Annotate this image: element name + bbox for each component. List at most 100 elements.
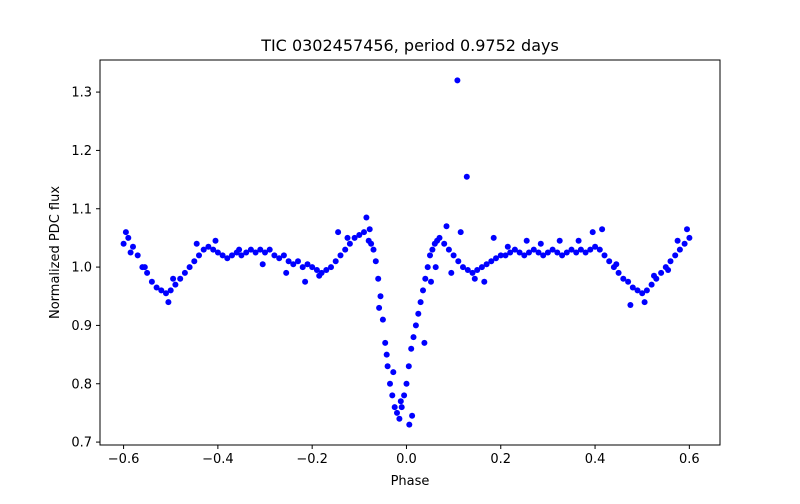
data-point xyxy=(377,293,384,300)
data-point xyxy=(410,334,417,341)
data-point xyxy=(127,249,134,256)
x-tick-label: 0.4 xyxy=(585,452,606,467)
data-point xyxy=(366,226,373,233)
data-point xyxy=(606,258,613,265)
data-point xyxy=(420,287,426,294)
data-point xyxy=(681,240,688,247)
data-point xyxy=(478,264,485,271)
data-point xyxy=(376,304,383,311)
data-point xyxy=(544,249,551,256)
data-point xyxy=(568,246,575,253)
data-point xyxy=(165,299,172,306)
data-point xyxy=(387,380,393,387)
data-point xyxy=(428,278,434,285)
data-point xyxy=(214,249,221,256)
data-point xyxy=(375,275,382,282)
data-point xyxy=(337,252,344,259)
data-point xyxy=(457,229,464,236)
data-point xyxy=(408,345,415,352)
y-tick-label: 0.8 xyxy=(71,377,92,392)
data-point xyxy=(125,234,132,241)
data-point xyxy=(469,269,476,276)
data-point xyxy=(674,237,681,244)
data-point xyxy=(424,264,431,271)
data-point xyxy=(335,229,342,236)
data-point xyxy=(421,339,428,346)
plot-frame xyxy=(99,59,721,446)
data-point xyxy=(361,229,367,236)
data-point xyxy=(363,214,370,221)
data-point xyxy=(436,234,443,241)
data-point xyxy=(587,246,594,253)
data-point xyxy=(613,261,620,268)
data-point xyxy=(181,269,188,276)
data-point xyxy=(516,249,523,256)
data-point xyxy=(559,252,566,259)
data-point xyxy=(384,363,391,370)
data-point xyxy=(144,269,151,276)
y-tick-label: 0.7 xyxy=(71,436,92,451)
data-point xyxy=(158,287,165,294)
data-point xyxy=(236,246,243,253)
data-point xyxy=(483,261,490,268)
data-point xyxy=(372,258,379,265)
data-point xyxy=(563,249,570,256)
data-point xyxy=(507,249,514,256)
data-point xyxy=(497,252,504,259)
data-point xyxy=(368,240,375,247)
data-point xyxy=(219,252,226,259)
data-point xyxy=(615,269,622,276)
data-point xyxy=(389,392,396,399)
data-point xyxy=(238,252,245,259)
x-tick-label: −0.2 xyxy=(296,452,328,467)
data-point xyxy=(148,278,155,285)
data-point xyxy=(488,258,495,265)
data-point xyxy=(212,237,219,244)
x-tick-label: 0.0 xyxy=(396,452,417,467)
data-point xyxy=(464,267,471,273)
data-point xyxy=(224,255,231,262)
data-point xyxy=(280,252,287,259)
data-point xyxy=(596,246,603,253)
data-point xyxy=(523,237,530,244)
data-point xyxy=(370,246,377,253)
data-point xyxy=(589,229,596,236)
data-point xyxy=(441,240,448,247)
data-point xyxy=(665,267,672,273)
data-point xyxy=(193,240,200,247)
data-point xyxy=(332,258,339,265)
data-point xyxy=(577,246,584,253)
data-point xyxy=(196,252,202,259)
data-point xyxy=(422,275,429,282)
data-point xyxy=(667,258,674,265)
data-point xyxy=(432,264,439,271)
data-point xyxy=(191,258,198,265)
data-point xyxy=(627,302,634,308)
x-axis-label: Phase xyxy=(391,474,430,489)
data-point xyxy=(454,77,461,84)
data-point xyxy=(592,243,599,250)
data-point xyxy=(163,290,169,297)
y-tick-label: 1.2 xyxy=(71,144,92,159)
data-point xyxy=(639,290,646,297)
data-point xyxy=(540,252,547,259)
data-point xyxy=(676,246,683,253)
x-tick-label: −0.6 xyxy=(108,452,140,467)
y-tick-label: 1.1 xyxy=(71,202,92,217)
data-point xyxy=(460,264,466,271)
data-point xyxy=(554,249,561,256)
data-point xyxy=(356,232,363,238)
data-point xyxy=(153,284,160,291)
data-point xyxy=(427,252,433,259)
data-point xyxy=(257,246,264,253)
data-point xyxy=(648,281,655,288)
data-point xyxy=(210,246,217,253)
data-point xyxy=(313,267,320,273)
data-point xyxy=(651,272,657,279)
data-point xyxy=(620,275,627,282)
data-point xyxy=(405,363,412,370)
data-point xyxy=(549,246,556,253)
data-point xyxy=(445,246,452,253)
